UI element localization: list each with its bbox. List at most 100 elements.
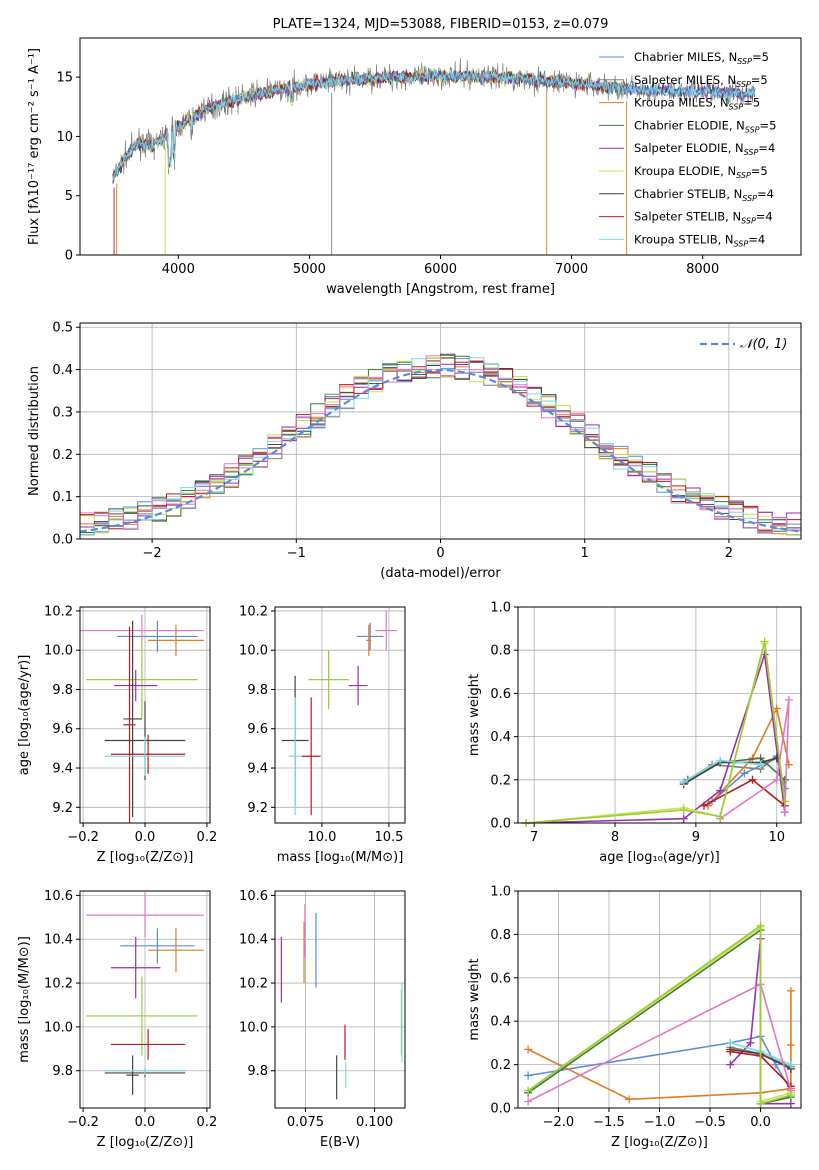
axes-frame [274, 606, 406, 824]
x-tick-label: 9 [692, 830, 700, 845]
weight-marker [760, 637, 769, 646]
weight-marker [699, 801, 708, 810]
x-axis-label: Z [log₁₀(Z/Z⊙)] [97, 850, 194, 865]
x-tick-label: 4000 [162, 262, 195, 277]
y-tick-label: 10.4 [239, 933, 268, 948]
weight-marker [756, 1099, 765, 1108]
x-tick-label: 8 [611, 830, 619, 845]
legend-name: Chabrier STELIB, N [634, 187, 742, 201]
y-tick-label: 9.8 [247, 683, 268, 698]
y-tick-label: 1.0 [490, 885, 511, 900]
y-tick-label: 10 [56, 130, 73, 145]
y-tick-label: 0.2 [490, 1058, 511, 1073]
y-tick-label: 0.6 [490, 687, 511, 702]
weight-marker [716, 786, 725, 795]
weight-marker [780, 808, 789, 817]
x-tick-label: −2 [143, 546, 162, 561]
weight-line [719, 699, 790, 820]
x-tick-label: −2.0 [543, 1115, 575, 1130]
spectrum-line [112, 69, 627, 178]
legend-name: Kroupa ELODIE, N [634, 164, 736, 178]
y-axis-label: mass weight [467, 674, 482, 756]
legend-sub: SSP [729, 103, 744, 112]
y-tick-label: 10.2 [239, 604, 268, 619]
x-axis-label: mass [log₁₀(M/M⊙)] [277, 850, 404, 865]
axes-frame [274, 890, 406, 1109]
y-tick-label: 0.3 [52, 405, 73, 420]
x-tick-label: 10.5 [374, 830, 403, 845]
y-tick-label: 0.4 [490, 1015, 511, 1030]
y-tick-label: 0.4 [490, 730, 511, 745]
y-tick-label: 10.0 [239, 1020, 268, 1035]
legend-name: Kroupa STELIB, N [634, 232, 734, 246]
y-tick-label: 9.8 [52, 683, 73, 698]
y-tick-label: 10.6 [239, 889, 268, 904]
x-axis-label: wavelength [Angstrom, rest frame] [326, 282, 555, 297]
x-tick-label: 6000 [424, 262, 457, 277]
weight-marker [786, 1090, 795, 1099]
normal-curve [79, 368, 802, 533]
y-tick-label: 0.8 [490, 644, 511, 659]
weight-marker [784, 695, 793, 704]
weight-marker [786, 1099, 795, 1108]
y-tick-label: 0.0 [52, 533, 73, 548]
x-tick-label: −0.2 [67, 1115, 99, 1130]
x-tick-label: 0.0 [135, 1115, 156, 1130]
legend-suffix: =4 [748, 232, 765, 246]
x-tick-label: −1.5 [593, 1115, 625, 1130]
x-tick-label: 10.0 [307, 830, 336, 845]
y-tick-label: 0.5 [52, 321, 73, 336]
y-tick-label: 9.4 [247, 762, 268, 777]
y-axis-label: age [log₁₀(age/yr)] [17, 655, 32, 776]
weight-line [527, 990, 792, 1101]
y-tick-label: 0.4 [52, 363, 73, 378]
y-axis-label: Flux [fλ10⁻¹⁷ erg cm⁻² s⁻¹ A⁻¹] [27, 48, 42, 245]
weight-marker [524, 1097, 533, 1106]
x-tick-label: 7000 [555, 262, 588, 277]
y-tick-label: 10.6 [44, 889, 73, 904]
x-tick-label: 0.2 [197, 830, 218, 845]
weight-marker [679, 777, 688, 786]
y-tick-label: 9.4 [52, 762, 73, 777]
weight-marker [625, 1095, 634, 1104]
weight-marker [740, 769, 749, 778]
y-tick-label: 0 [65, 249, 73, 264]
weight-marker [786, 1041, 795, 1050]
y-tick-label: 1.0 [490, 601, 511, 616]
x-axis-label: Z [log₁₀(Z/Z⊙)] [611, 1135, 708, 1150]
x-axis-label: E(B-V) [320, 1135, 360, 1150]
legend-sub: SSP [744, 148, 759, 157]
legend-suffix: =5 [752, 50, 769, 64]
legend-label: Salpeter ELODIE, NSSP=4 [634, 141, 775, 157]
x-tick-label: 0.0 [135, 830, 156, 845]
y-tick-label: 0.1 [52, 490, 73, 505]
legend-label: Salpeter STELIB, NSSP=4 [634, 210, 773, 226]
legend-sub: SSP [742, 194, 757, 203]
legend-name: Salpeter MILES, N [634, 73, 736, 87]
y-axis-label: mass weight [467, 958, 482, 1040]
y-tick-label: 5 [65, 189, 73, 204]
y-tick-label: 9.8 [247, 1064, 268, 1079]
weight-marker [716, 812, 725, 821]
y-tick-label: 9.6 [247, 722, 268, 737]
legend-sub: SSP [736, 171, 751, 180]
weight-line [526, 643, 786, 824]
weight-line [526, 654, 786, 824]
y-tick-label: 10.2 [239, 977, 268, 992]
x-axis-label: Z [log₁₀(Z/Z⊙)] [97, 1135, 194, 1150]
x-tick-label: 0.0 [750, 1115, 771, 1130]
legend-sub: SSP [734, 239, 749, 248]
y-tick-label: 9.2 [247, 801, 268, 816]
legend-sub: SSP [745, 125, 760, 134]
legend-name: Chabrier ELODIE, N [634, 118, 745, 132]
y-tick-label: 10.0 [44, 644, 73, 659]
weight-marker [726, 1060, 735, 1069]
legend-name: Salpeter ELODIE, N [634, 141, 744, 155]
legend-suffix: =5 [760, 118, 777, 132]
y-tick-label: 10.4 [44, 933, 73, 948]
weight-line [526, 641, 786, 824]
spectrum-line [112, 68, 755, 179]
y-tick-label: 0.0 [490, 817, 511, 832]
legend-suffix: =4 [756, 210, 773, 224]
